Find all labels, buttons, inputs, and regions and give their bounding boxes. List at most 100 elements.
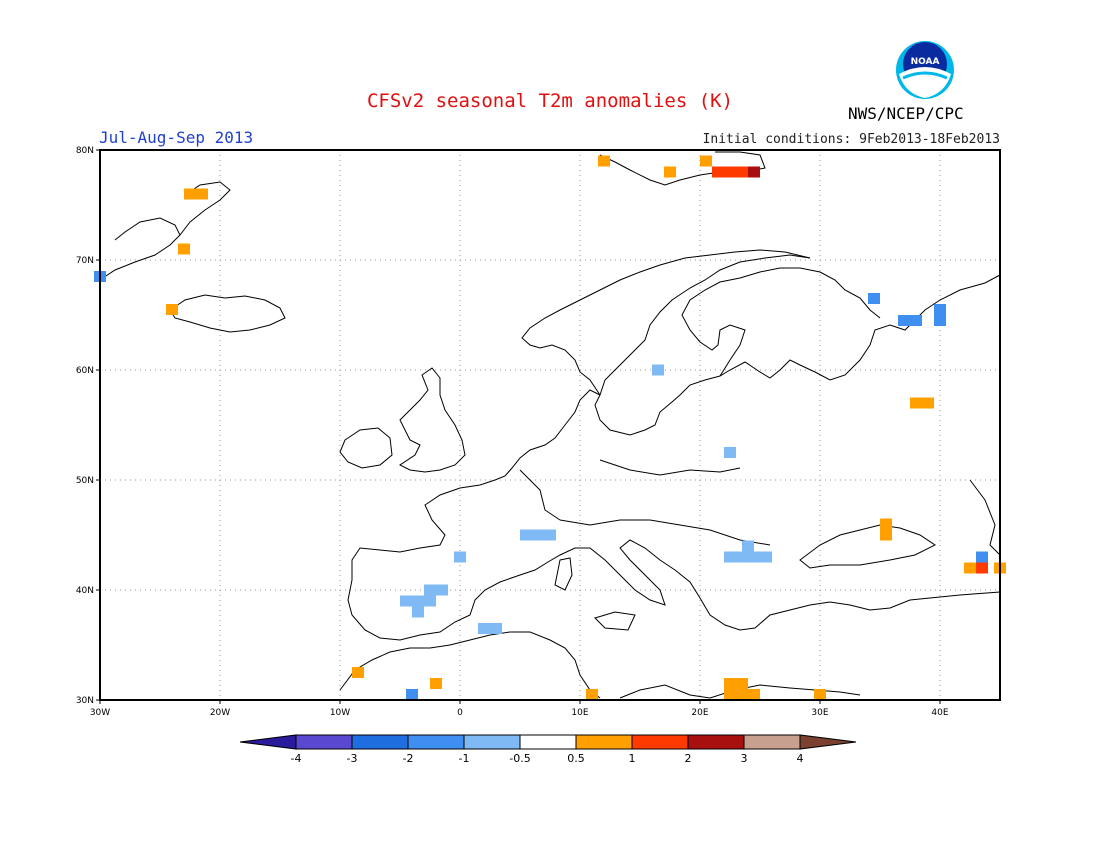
colorbar-segment: [351, 734, 409, 750]
anomaly-cell: [922, 397, 934, 409]
colorbar-segment: [575, 734, 633, 750]
colorbar-segment: [463, 734, 521, 750]
anomaly-cell: [598, 155, 610, 167]
colorbar-label: 1: [629, 752, 636, 765]
x-tick-label: 0: [457, 708, 463, 718]
anomaly-cell: [454, 551, 466, 563]
y-tick-label: 30N: [76, 696, 94, 706]
anomaly-cell: [520, 529, 532, 541]
x-tick-label: 20E: [691, 708, 708, 718]
anomaly-cell: [934, 315, 946, 326]
anomaly-cell: [196, 188, 208, 200]
anomaly-cell: [736, 678, 748, 689]
map-gridlines: [100, 150, 1000, 700]
colorbar-segment: [295, 734, 353, 750]
anomaly-cell: [748, 166, 760, 178]
y-tick-label: 50N: [76, 476, 94, 486]
anomaly-cell: [412, 606, 424, 618]
anomaly-cell: [184, 188, 196, 200]
colorbar-label: -4: [291, 752, 302, 765]
anomaly-cell: [760, 551, 772, 563]
anomaly-cell: [352, 667, 364, 678]
map-title: CFSv2 seasonal T2m anomalies (K): [366, 90, 734, 112]
colorbar-segment: [631, 734, 689, 750]
x-tick-label: 10E: [571, 708, 588, 718]
anomaly-cell: [910, 397, 922, 409]
colorbar-segment: [743, 734, 801, 750]
anomaly-cell: [652, 364, 664, 376]
colorbar-low-arrow: [239, 734, 297, 750]
colorbar-label: 3: [741, 752, 748, 765]
anomaly-cell: [544, 529, 556, 541]
colorbar-label: 4: [797, 752, 804, 765]
colorbar-high-arrow: [799, 734, 857, 750]
noaa-logo-text: NOAA: [911, 57, 940, 67]
x-tick-label: 20W: [210, 708, 230, 718]
anomaly-cell: [976, 562, 988, 574]
colorbar-label: -2: [403, 752, 414, 765]
x-tick-label: 10W: [330, 708, 350, 718]
anomaly-cell: [748, 689, 760, 700]
axis-ticks: 30W 20W 10W 0 10E 20E 30E 40E 30N 40N 50N 60N 70N 80N: [76, 146, 949, 718]
organization-label: NWS/NCEP/CPC: [848, 104, 964, 123]
anomaly-cell: [736, 689, 748, 700]
anomaly-cell: [532, 529, 544, 541]
anomaly-cell: [412, 595, 424, 607]
anomaly-cell: [742, 540, 754, 552]
anomaly-cell: [880, 529, 892, 541]
anomaly-cell: [724, 166, 736, 178]
anomaly-cell: [910, 315, 922, 326]
anomaly-cell: [94, 271, 106, 282]
anomaly-cell: [178, 243, 190, 255]
anomaly-cell: [880, 518, 892, 530]
y-tick-label: 80N: [76, 146, 94, 156]
anomaly-cell: [478, 623, 490, 634]
anomaly-cell: [736, 551, 748, 563]
anomaly-cell: [724, 447, 736, 458]
colorbar-label: -3: [347, 752, 358, 765]
anomaly-cell: [724, 689, 736, 700]
forecast-period: Jul-Aug-Sep 2013: [99, 128, 254, 147]
anomaly-cell: [700, 155, 712, 167]
anomaly-cell: [436, 584, 448, 596]
anomaly-cell: [814, 689, 826, 700]
anomaly-cell: [424, 595, 436, 607]
anomaly-cell: [406, 689, 418, 700]
anomaly-cell: [898, 315, 910, 326]
anomaly-cell: [994, 562, 1006, 574]
anomaly-cell: [490, 623, 502, 634]
noaa-logo-icon: NOAA: [896, 41, 954, 99]
anomaly-cell: [712, 166, 724, 178]
anomaly-cell: [166, 304, 178, 315]
coastlines: [99, 151, 1001, 699]
colorbar-label: -0.5: [509, 752, 530, 765]
anomaly-cell: [400, 595, 412, 607]
anomaly-cell: [724, 678, 736, 689]
anomaly-cell: [430, 678, 442, 689]
anomaly-cell: [664, 166, 676, 178]
colorbar-label: 0.5: [567, 752, 585, 765]
anomaly-cells: [94, 155, 1006, 700]
anomaly-cell: [976, 551, 988, 563]
x-tick-label: 30W: [90, 708, 110, 718]
colorbar-segment: [519, 734, 577, 750]
y-tick-label: 60N: [76, 366, 94, 376]
x-tick-label: 40E: [931, 708, 948, 718]
anomaly-cell: [964, 562, 976, 574]
anomaly-cell: [424, 584, 436, 596]
anomaly-cell: [934, 304, 946, 315]
y-tick-label: 70N: [76, 256, 94, 266]
anomaly-cell: [586, 689, 598, 700]
colorbar: -4 -3 -2 -1 -0.5 0.5 1 2 3 4: [239, 734, 857, 765]
x-tick-label: 30E: [811, 708, 828, 718]
colorbar-segment: [687, 734, 745, 750]
anomaly-cell: [868, 293, 880, 304]
anomaly-cell: [736, 166, 748, 178]
colorbar-segment: [407, 734, 465, 750]
colorbar-label: 2: [685, 752, 692, 765]
y-tick-label: 40N: [76, 586, 94, 596]
anomaly-cell: [748, 551, 760, 563]
map-frame: [99, 149, 1001, 701]
anomaly-cell: [724, 551, 736, 563]
colorbar-label: -1: [459, 752, 470, 765]
